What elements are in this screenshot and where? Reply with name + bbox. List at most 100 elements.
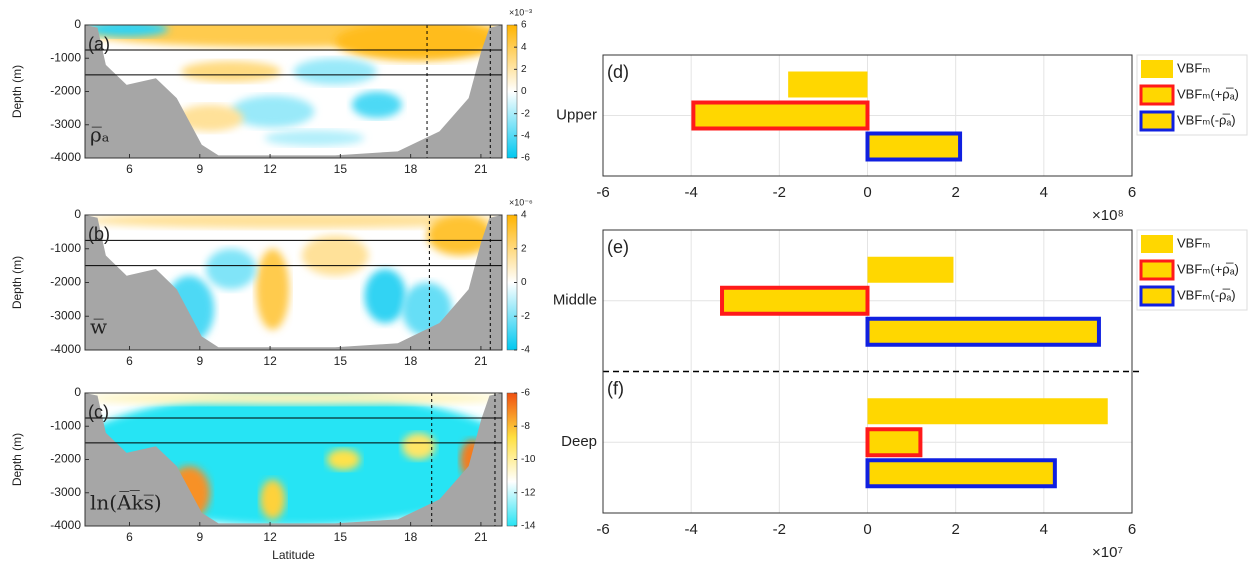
y-tick-label: -4000 bbox=[50, 518, 81, 532]
x-tick-label: 2 bbox=[951, 184, 959, 201]
bathymetry bbox=[85, 215, 502, 350]
panel-label: (f) bbox=[607, 378, 624, 398]
colorbar-tick-label: 0 bbox=[521, 277, 527, 288]
bar bbox=[865, 458, 1057, 489]
field-patch bbox=[230, 95, 315, 128]
colorbar-tick-label: 2 bbox=[521, 64, 527, 75]
x-tick-label: 18 bbox=[404, 162, 418, 176]
y-tick-label: -4000 bbox=[50, 342, 81, 356]
legend-swatch bbox=[1141, 235, 1173, 253]
y-tick-label: -2000 bbox=[50, 84, 81, 98]
y-tick-label: 0 bbox=[74, 17, 81, 31]
colorbar-tick-label: -6 bbox=[521, 388, 530, 399]
panel-label: (c) bbox=[88, 402, 109, 422]
field-patch bbox=[205, 248, 256, 290]
legend-swatch bbox=[1139, 110, 1175, 132]
y-tick-label: -3000 bbox=[50, 308, 81, 322]
category-label: Middle bbox=[553, 292, 597, 309]
colorbar-tick-label: 4 bbox=[521, 210, 527, 221]
field-patch bbox=[401, 432, 436, 460]
x-tick-label: 2 bbox=[951, 521, 959, 538]
x-multiplier: ×10⁸ bbox=[1092, 207, 1124, 224]
field-patch bbox=[255, 248, 290, 330]
field-patch bbox=[351, 91, 402, 119]
bathymetry bbox=[85, 393, 502, 526]
legend-swatch bbox=[1139, 259, 1175, 281]
x-tick-label: -6 bbox=[596, 521, 609, 538]
x-tick-label: -4 bbox=[684, 521, 697, 538]
x-tick-label: 0 bbox=[863, 521, 871, 538]
colorbar-multiplier: ×10⁻⁶ bbox=[509, 197, 533, 207]
field-patch bbox=[293, 58, 377, 85]
colorbar-tick-label: -10 bbox=[521, 454, 536, 465]
y-tick-label: -1000 bbox=[50, 50, 81, 64]
y-tick-label: -2000 bbox=[50, 452, 81, 466]
y-axis-label: Depth (m) bbox=[10, 256, 24, 309]
bathymetry bbox=[85, 25, 502, 158]
colorbar-tick-label: -14 bbox=[521, 521, 536, 532]
colorbar-tick-label: 4 bbox=[521, 42, 527, 53]
x-tick-label: 12 bbox=[263, 354, 277, 368]
x-tick-label: 0 bbox=[863, 184, 871, 201]
y-tick-label: -4000 bbox=[50, 150, 81, 164]
x-tick-label: 6 bbox=[126, 162, 133, 176]
bar bbox=[865, 131, 963, 162]
x-tick-label: 15 bbox=[334, 354, 348, 368]
y-tick-label: -1000 bbox=[50, 418, 81, 432]
x-tick-label: 21 bbox=[474, 354, 488, 368]
bar bbox=[691, 100, 870, 131]
x-tick-label: 9 bbox=[196, 354, 203, 368]
field bbox=[85, 215, 502, 350]
x-tick-label: 12 bbox=[263, 162, 277, 176]
field-patch bbox=[85, 393, 502, 405]
x-tick-label: -2 bbox=[773, 184, 786, 201]
x-tick-label: -4 bbox=[684, 184, 697, 201]
y-tick-label: -3000 bbox=[50, 485, 81, 499]
field-patch bbox=[301, 235, 369, 276]
legend-label: VBFₘ(+ρ̅ₐ) bbox=[1177, 86, 1239, 101]
category-label: Upper bbox=[556, 106, 597, 123]
colorbar-tick-label: 0 bbox=[521, 86, 527, 97]
x-tick-label: 18 bbox=[404, 354, 418, 368]
x-tick-label: 21 bbox=[474, 162, 488, 176]
x-tick-label: 9 bbox=[196, 530, 203, 544]
x-tick-label: 6 bbox=[1128, 184, 1136, 201]
legend-swatch bbox=[1139, 285, 1175, 307]
x-tick-label: 15 bbox=[334, 162, 348, 176]
x-axis-label: Latitude bbox=[272, 548, 315, 562]
x-tick-label: 4 bbox=[1040, 521, 1048, 538]
field-patch bbox=[335, 25, 502, 61]
legend-label: VBFₘ bbox=[1177, 235, 1210, 250]
colorbar-tick-label: -2 bbox=[521, 108, 530, 119]
colorbar-tick-label: -4 bbox=[521, 130, 530, 141]
x-tick-label: 4 bbox=[1040, 184, 1048, 201]
panel-annotation: ln(A̅k̅s̅) bbox=[90, 489, 162, 514]
panel-label: (d) bbox=[607, 62, 629, 82]
axes-frame bbox=[602, 54, 1133, 177]
panel-annotation: w̅ bbox=[90, 315, 107, 339]
x-multiplier: ×10⁷ bbox=[1092, 544, 1123, 561]
x-tick-label: 18 bbox=[404, 530, 418, 544]
axes-frame bbox=[602, 229, 1133, 514]
field bbox=[85, 393, 502, 526]
legend-swatch bbox=[1139, 84, 1175, 106]
x-tick-label: -2 bbox=[773, 521, 786, 538]
y-tick-label: -2000 bbox=[50, 275, 81, 289]
field-patch bbox=[364, 269, 407, 323]
x-tick-label: 15 bbox=[334, 530, 348, 544]
bar bbox=[788, 71, 868, 98]
colorbar-multiplier: ×10⁻³ bbox=[509, 7, 532, 17]
legend-swatch bbox=[1141, 60, 1173, 78]
field-patch bbox=[176, 104, 244, 132]
colorbar-tick-label: -4 bbox=[521, 345, 530, 356]
y-axis-label: Depth (m) bbox=[10, 65, 24, 118]
field-patch bbox=[260, 479, 286, 520]
x-tick-label: -6 bbox=[596, 184, 609, 201]
y-axis-label: Depth (m) bbox=[10, 433, 24, 486]
colorbar-tick-label: 2 bbox=[521, 243, 527, 254]
bar bbox=[720, 285, 870, 316]
field-patch bbox=[264, 130, 365, 147]
bar bbox=[865, 427, 923, 458]
panel-label: (b) bbox=[88, 224, 110, 244]
